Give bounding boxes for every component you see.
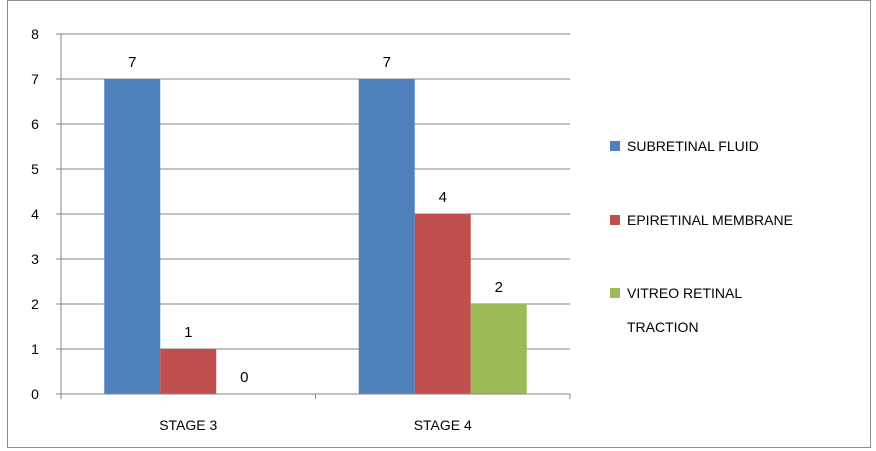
bar (470, 304, 527, 394)
data-label: 4 (439, 189, 447, 206)
x-category-label: STAGE 3 (159, 417, 217, 433)
y-tick-label: 8 (31, 26, 39, 42)
axes: 0 1 2 3 4 5 6 7 8 STAGE 3 STAGE 4 (31, 26, 571, 433)
y-tick-label: 5 (31, 161, 39, 177)
bar (160, 349, 217, 394)
bar (358, 79, 415, 394)
data-label: 1 (184, 324, 192, 341)
y-tick-label: 2 (31, 296, 39, 312)
data-label: 2 (495, 279, 503, 296)
data-label: 7 (128, 54, 136, 71)
x-category-label: STAGE 4 (414, 417, 472, 433)
y-tick-label: 3 (31, 251, 39, 267)
y-tick-label: 6 (31, 116, 39, 132)
y-tick-label: 0 (31, 386, 39, 402)
legend-label: SUBRETINAL FLUID (627, 138, 759, 154)
legend-label: EPIRETINAL MEMBRANE (627, 212, 793, 228)
bar (104, 79, 161, 394)
y-tick-label: 4 (31, 206, 39, 222)
data-labels: 7 7 1 4 0 2 (128, 54, 503, 386)
legend-swatch (610, 288, 620, 298)
data-label: 0 (240, 369, 248, 386)
legend-label-line: VITREO RETINAL (627, 285, 742, 301)
legend-swatch (610, 215, 620, 225)
legend-label-line: TRACTION (627, 319, 699, 335)
y-tick-label: 1 (31, 341, 39, 357)
bar (414, 214, 471, 394)
legend-swatch (610, 141, 620, 151)
y-tick-label: 7 (31, 71, 39, 87)
legend: SUBRETINAL FLUID EPIRETINAL MEMBRANE VITRE… (610, 138, 793, 335)
data-label: 7 (383, 54, 391, 71)
legend-label: VITREO RETINAL TRACTION (627, 285, 742, 335)
bars (104, 79, 527, 394)
